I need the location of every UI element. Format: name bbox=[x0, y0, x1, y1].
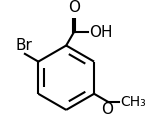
Text: OH: OH bbox=[89, 25, 112, 40]
Text: O: O bbox=[101, 102, 113, 117]
Text: O: O bbox=[68, 0, 80, 15]
Text: Br: Br bbox=[15, 38, 32, 53]
Text: CH₃: CH₃ bbox=[120, 95, 146, 109]
